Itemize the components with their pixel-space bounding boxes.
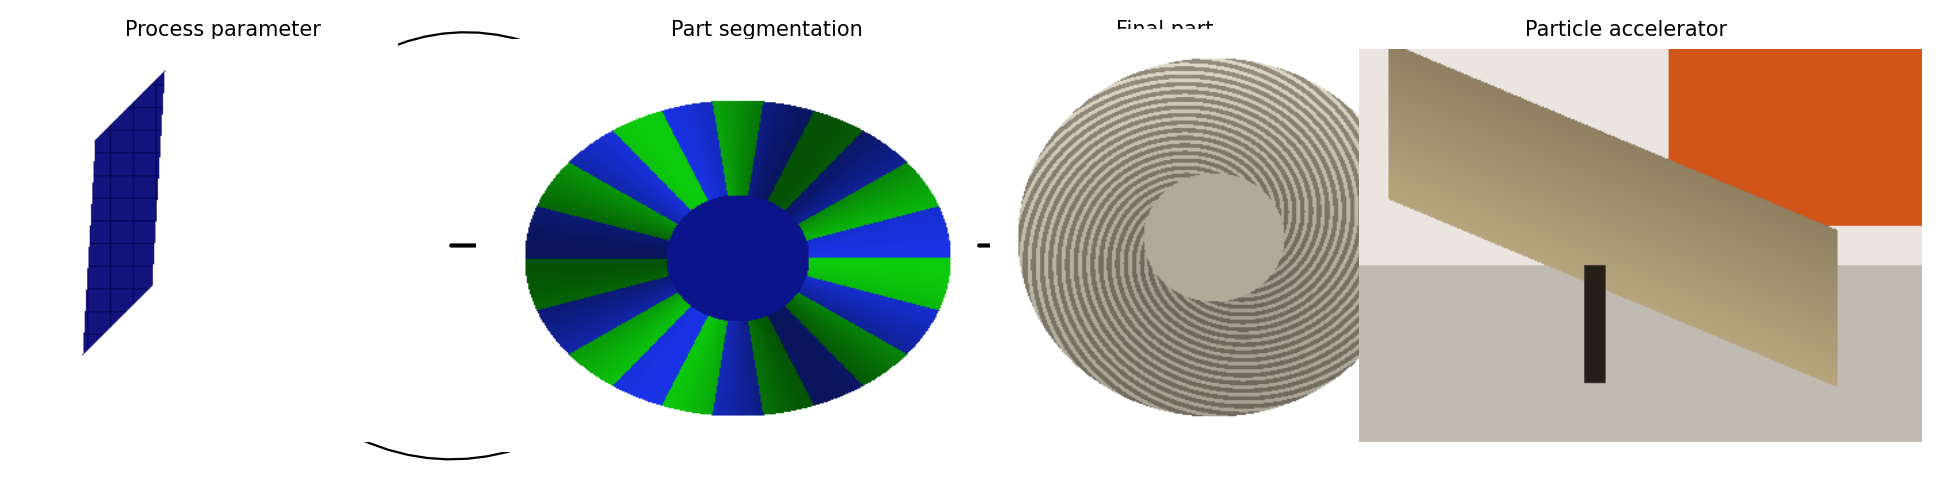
FancyArrowPatch shape bbox=[450, 238, 495, 253]
Text: Process parameter
model: Process parameter model bbox=[126, 20, 320, 63]
Text: Particle accelerator: Particle accelerator bbox=[1526, 20, 1727, 40]
FancyArrowPatch shape bbox=[978, 238, 1023, 253]
Text: Final part: Final part bbox=[1116, 20, 1213, 40]
Text: Part segmentation: Part segmentation bbox=[672, 20, 862, 40]
FancyArrowPatch shape bbox=[1349, 238, 1394, 253]
